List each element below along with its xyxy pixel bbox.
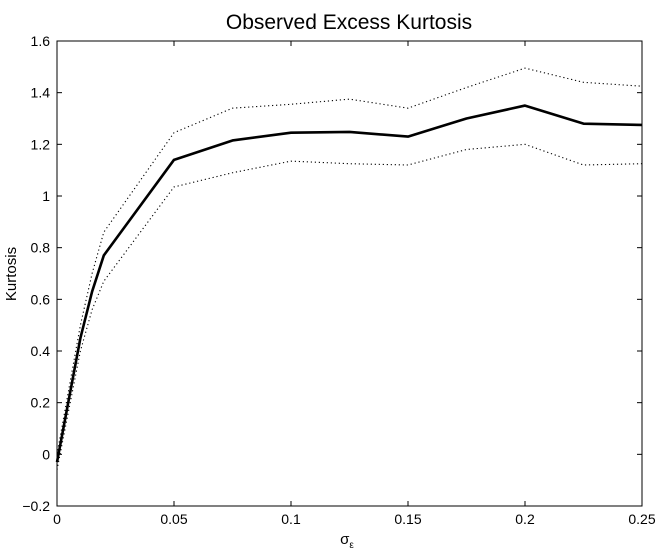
series-layer: [55, 67, 643, 470]
y-tick-label: 0: [42, 446, 50, 462]
x-tick-label: 0.15: [394, 511, 421, 527]
plot-area: [57, 41, 642, 506]
x-tick-label: 0: [53, 511, 61, 527]
x-tick-label: 0.2: [515, 511, 535, 527]
y-tick-label: 1: [42, 188, 50, 204]
y-tick-label: 0.4: [31, 343, 51, 359]
series-line-upper-bound: [56, 67, 643, 455]
y-tick-label: 0.8: [31, 240, 51, 256]
x-axis-label: σε: [340, 531, 354, 551]
x-axis-label-subscript: ε: [349, 540, 354, 551]
plot-frame: [56, 40, 643, 507]
y-tick-label: 1.4: [31, 85, 51, 101]
x-tick-label: 0.25: [628, 511, 655, 527]
x-tick-label: 0.05: [160, 511, 187, 527]
y-tick-label: 1.2: [31, 136, 51, 152]
x-axis-label-main: σ: [340, 531, 350, 548]
x-tick-label: 0.1: [281, 511, 301, 527]
y-tick-label: −0.2: [22, 498, 50, 514]
ticks-layer: 0 0.05 0.1 0.15 0.2 0.25−0.200.20.40.60.811.2…: [22, 33, 655, 527]
chart-title: Observed Excess Kurtosis: [226, 11, 472, 34]
y-tick-label: 1.6: [31, 33, 51, 49]
y-tick-label: 0.6: [31, 291, 51, 307]
y-tick-label: 0.2: [31, 395, 51, 411]
y-axis-label: Kurtosis: [3, 247, 20, 301]
series-line-mean: [55, 104, 643, 463]
series-line-lower-bound: [56, 143, 643, 470]
